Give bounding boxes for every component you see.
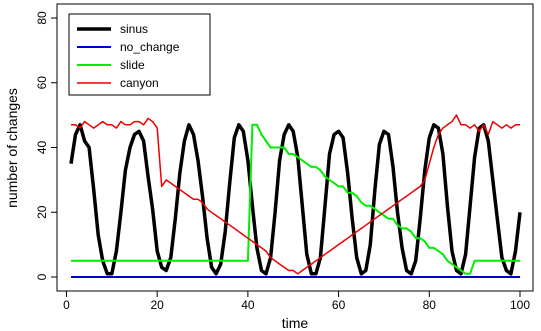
x-tick-label: 40 xyxy=(241,298,255,312)
x-tick-label: 80 xyxy=(423,298,437,312)
series-layer xyxy=(69,114,522,278)
series-line-canyon xyxy=(71,114,520,275)
legend-label-no-change: no_change xyxy=(120,40,180,54)
x-tick-label: 60 xyxy=(332,298,346,312)
y-tick-label: 80 xyxy=(35,11,49,25)
y-tick-label: 20 xyxy=(35,205,49,219)
x-tick-label: 100 xyxy=(510,298,530,312)
y-axis-title: number of changes xyxy=(4,88,20,208)
legend-label-canyon: canyon xyxy=(120,76,159,90)
y-tick-label: 40 xyxy=(35,141,49,155)
y-tick-label: 0 xyxy=(35,273,49,280)
x-tick-label: 20 xyxy=(150,298,164,312)
y-tick-label: 60 xyxy=(35,76,49,90)
series-line-slide xyxy=(71,123,520,275)
x-tick-label: 0 xyxy=(63,298,70,312)
legend-label-sinus: sinus xyxy=(120,22,148,36)
legend-label-slide: slide xyxy=(120,58,145,72)
series-line-sinus xyxy=(69,123,522,276)
y-axis: 0 20 40 60 80 xyxy=(35,11,57,280)
x-axis: 0 20 40 60 80 100 xyxy=(63,291,530,312)
x-axis-title: time xyxy=(282,315,309,331)
